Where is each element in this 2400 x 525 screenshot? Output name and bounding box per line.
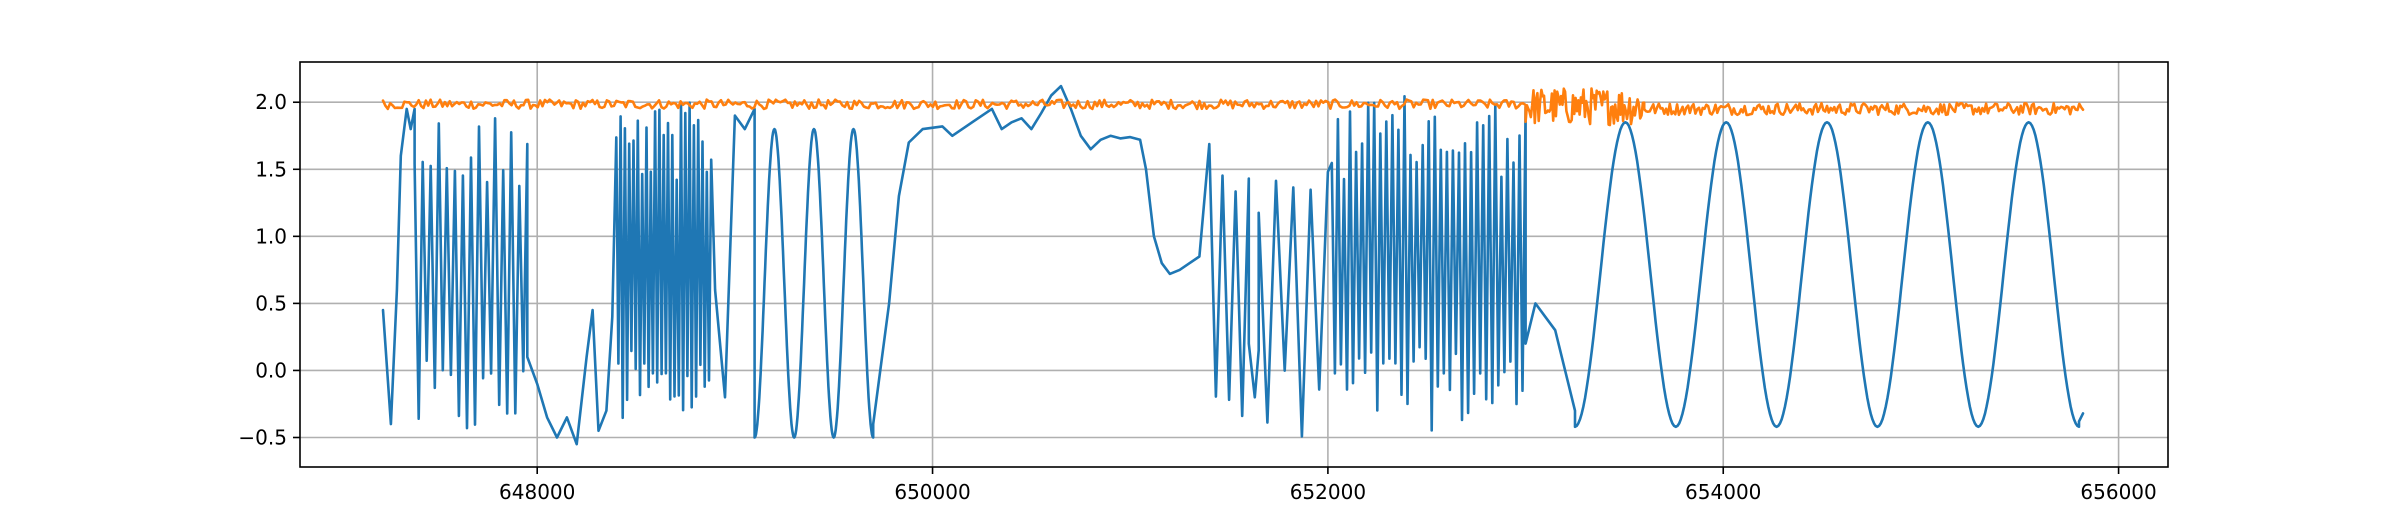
y-tick-label-5: 2.0 (255, 90, 287, 114)
x-tick-label-2: 652000 (1290, 480, 1366, 504)
y-tick-label-1: 0.0 (255, 358, 287, 382)
y-axis: −0.5 0.0 0.5 1.0 1.5 2.0 (238, 90, 300, 449)
x-tick-label-1: 650000 (894, 480, 970, 504)
x-tick-label-4: 656000 (2080, 480, 2156, 504)
series-layer (381, 84, 2085, 446)
x-tick-label-3: 654000 (1685, 480, 1761, 504)
y-tick-label-3: 1.0 (255, 224, 287, 248)
x-tick-label-0: 648000 (499, 480, 575, 504)
x-axis: 648000 650000 652000 654000 656000 (499, 467, 2157, 504)
y-tick-label-4: 1.5 (255, 157, 287, 181)
plot-frame (299, 61, 2169, 468)
series-line-1 (381, 87, 2085, 127)
y-tick-label-2: 0.5 (255, 291, 287, 315)
series-line-0 (381, 84, 2085, 446)
y-tick-label-0: −0.5 (238, 425, 287, 449)
